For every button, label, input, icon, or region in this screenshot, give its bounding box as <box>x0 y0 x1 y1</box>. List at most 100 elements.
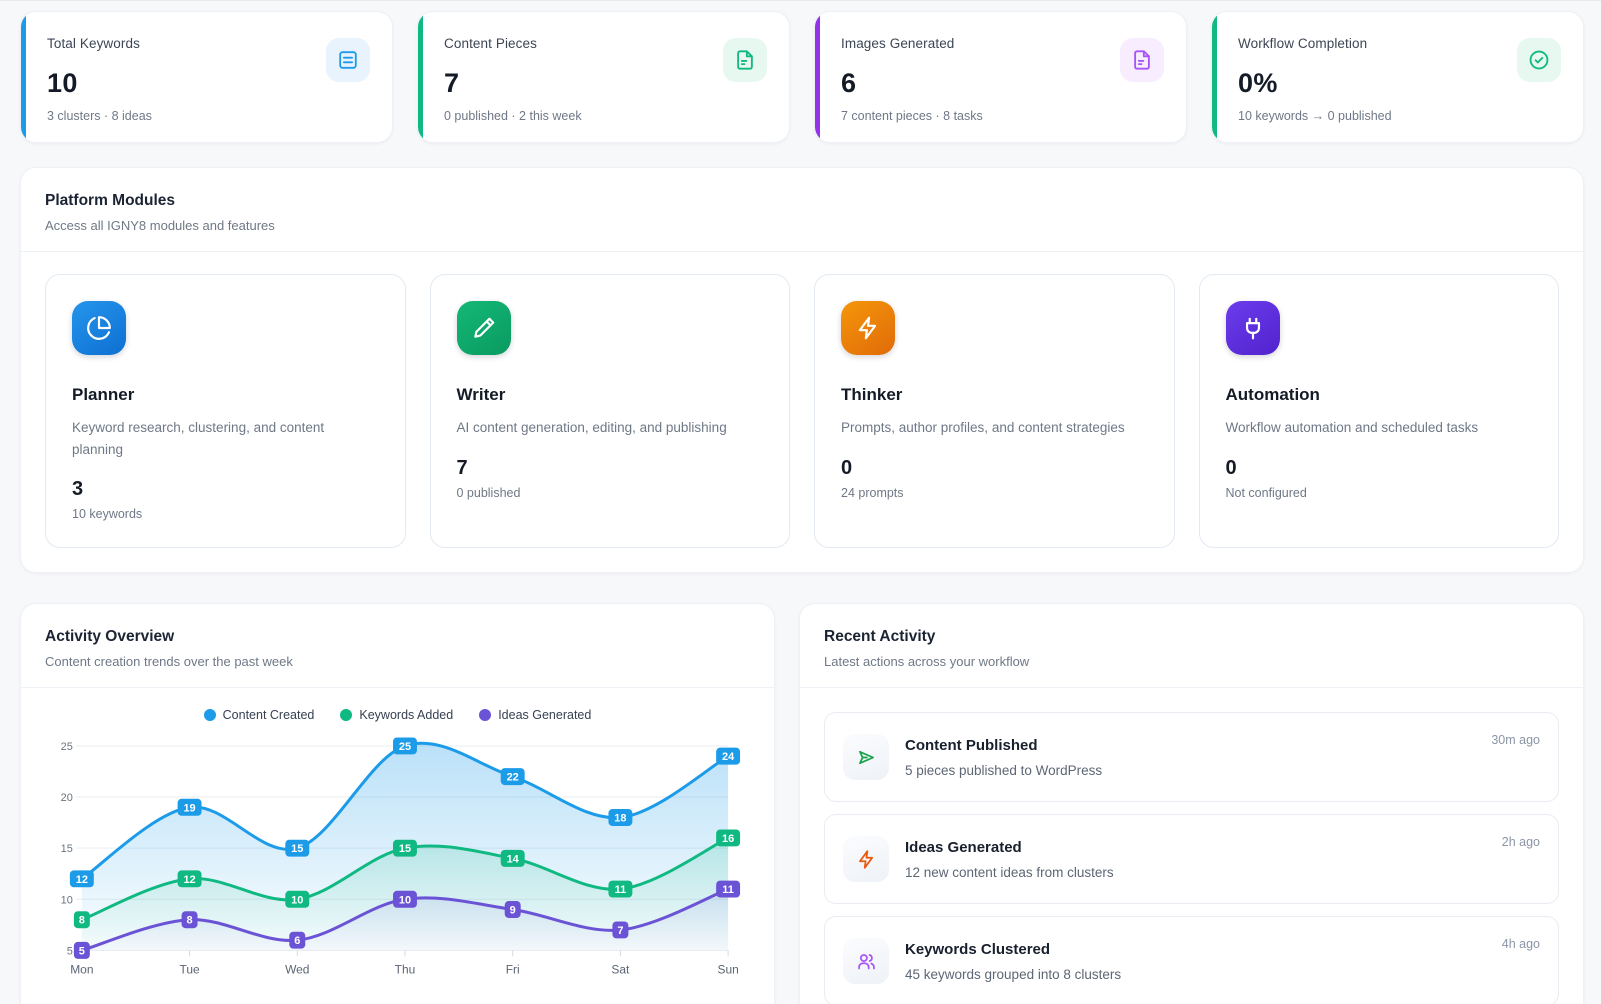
pie-chart-icon <box>72 301 126 355</box>
activity-description: 45 keywords grouped into 8 clusters <box>905 966 1122 982</box>
svg-text:16: 16 <box>722 833 734 845</box>
stat-value: 6 <box>841 68 857 98</box>
module-card-planner[interactable]: Planner Keyword research, clustering, an… <box>45 274 406 549</box>
svg-text:Thu: Thu <box>395 963 416 977</box>
module-name: Planner <box>72 385 135 404</box>
stat-sub: 7 content pieces · 8 tasks <box>841 109 983 123</box>
module-value: 3 <box>72 478 84 501</box>
stat-label: Content Pieces <box>444 36 537 51</box>
platform-modules-header: Platform Modules Access all IGNY8 module… <box>21 168 1583 252</box>
module-sub: Not configured <box>1225 485 1307 500</box>
stat-value: 10 <box>47 68 78 98</box>
svg-text:10: 10 <box>61 894 73 906</box>
svg-text:14: 14 <box>507 854 520 866</box>
activity-timestamp: 2h ago <box>1501 835 1540 850</box>
svg-text:8: 8 <box>187 915 193 927</box>
stat-card-workflow-completion: Workflow Completion 0% 10 keywords → 0 p… <box>1211 11 1584 143</box>
accent-bar <box>815 12 820 142</box>
activity-item-content-published: Content Published 5 pieces published to … <box>824 712 1559 803</box>
svg-text:12: 12 <box>76 874 88 886</box>
svg-text:6: 6 <box>294 935 300 947</box>
stat-label: Workflow Completion <box>1238 36 1368 51</box>
stat-card-images-generated: Images Generated 6 7 content pieces · 8 … <box>814 11 1187 143</box>
activity-overview-panel: Activity Overview Content creation trend… <box>20 603 775 1004</box>
module-description: Keyword research, clustering, and conten… <box>72 420 325 457</box>
module-name: Writer <box>456 385 506 404</box>
svg-text:11: 11 <box>615 884 627 896</box>
svg-text:15: 15 <box>61 843 73 855</box>
stat-sub: 0 published · 2 this week <box>444 109 582 123</box>
legend-label: Content Created <box>222 708 315 723</box>
module-card-thinker[interactable]: Thinker Prompts, author profiles, and co… <box>814 274 1175 549</box>
legend-dot <box>340 709 353 722</box>
activity-description: 12 new content ideas from clusters <box>905 864 1114 880</box>
modules-grid: Planner Keyword research, clustering, an… <box>21 252 1583 572</box>
module-value: 0 <box>1225 456 1237 479</box>
svg-text:8: 8 <box>79 915 85 927</box>
svg-text:18: 18 <box>614 813 626 825</box>
stat-value: 0% <box>1238 68 1278 98</box>
svg-text:10: 10 <box>291 894 303 906</box>
activity-item-keywords-clustered: Keywords Clustered 45 keywords grouped i… <box>824 916 1559 1004</box>
module-sub: 24 prompts <box>841 485 904 500</box>
section-title: Activity Overview <box>45 628 175 646</box>
legend-item[interactable]: Ideas Generated <box>479 708 591 722</box>
plug-icon <box>1225 301 1280 355</box>
svg-text:15: 15 <box>291 843 303 855</box>
check-circle-icon <box>1517 38 1561 82</box>
svg-text:25: 25 <box>61 741 73 753</box>
svg-text:Wed: Wed <box>285 963 309 977</box>
activity-description: 5 pieces published to WordPress <box>905 762 1103 778</box>
activity-item-ideas-generated: Ideas Generated 12 new content ideas fro… <box>824 814 1559 905</box>
legend-label: Ideas Generated <box>498 708 592 723</box>
section-subtitle: Content creation trends over the past we… <box>45 654 293 670</box>
stat-value: 7 <box>444 68 460 98</box>
recent-activity-panel: Recent Activity Latest actions across yo… <box>799 603 1584 1004</box>
svg-text:Fri: Fri <box>506 963 520 977</box>
svg-text:Sat: Sat <box>611 963 630 977</box>
activity-title: Content Published <box>905 736 1038 754</box>
section-title: Platform Modules <box>45 192 176 209</box>
accent-bar <box>418 12 423 142</box>
svg-text:25: 25 <box>399 741 411 753</box>
activity-timestamp: 4h ago <box>1501 937 1540 952</box>
activity-title: Ideas Generated <box>905 838 1022 856</box>
legend-item[interactable]: Content Created <box>203 708 315 723</box>
svg-text:20: 20 <box>61 792 73 804</box>
svg-text:Sun: Sun <box>717 963 738 977</box>
legend-item[interactable]: Keywords Added <box>340 708 453 722</box>
accent-bar <box>21 12 26 142</box>
stat-card-content-pieces: Content Pieces 7 0 published · 2 this we… <box>417 11 790 143</box>
stats-row: Total Keywords 10 3 clusters · 8 ideas C… <box>20 11 1584 143</box>
recent-activity-header: Recent Activity Latest actions across yo… <box>800 604 1583 689</box>
module-value: 0 <box>841 456 853 479</box>
module-card-automation[interactable]: Automation Workflow automation and sched… <box>1198 274 1559 549</box>
svg-text:9: 9 <box>510 905 516 917</box>
list-icon <box>326 38 370 82</box>
stat-label: Total Keywords <box>47 36 140 51</box>
module-card-writer[interactable]: Writer AI content generation, editing, a… <box>429 274 790 549</box>
module-description: Prompts, author profiles, and content st… <box>841 420 1125 435</box>
section-subtitle: Access all IGNY8 modules and features <box>45 218 275 233</box>
svg-text:7: 7 <box>617 925 623 937</box>
svg-text:10: 10 <box>399 894 411 906</box>
svg-text:24: 24 <box>722 751 735 763</box>
pencil-icon <box>456 301 511 355</box>
stat-card-total-keywords: Total Keywords 10 3 clusters · 8 ideas <box>20 11 393 143</box>
svg-text:12: 12 <box>183 874 195 886</box>
chart-legend: Content Created Keywords Added Ideas Gener… <box>21 702 774 724</box>
activity-line-chart: 5 10 15 20 25 Mon Tue Wed Thu Fri Sat Sun 12 19 15 25 22… <box>61 737 741 977</box>
section-subtitle: Latest actions across your workflow <box>824 654 1030 670</box>
module-description: AI content generation, editing, and publ… <box>456 420 727 435</box>
zap-icon <box>843 836 889 883</box>
legend-dot <box>203 709 216 722</box>
send-icon <box>843 734 889 781</box>
activity-list: Content Published 5 pieces published to … <box>800 688 1583 1004</box>
svg-text:Mon: Mon <box>70 963 93 977</box>
stat-sub: 10 keywords → 0 published <box>1238 109 1392 123</box>
svg-text:15: 15 <box>399 843 411 855</box>
legend-label: Keywords Added <box>359 708 454 723</box>
module-description: Workflow automation and scheduled tasks <box>1225 420 1479 435</box>
activity-timestamp: 30m ago <box>1491 733 1540 748</box>
module-sub: 10 keywords <box>72 507 143 522</box>
